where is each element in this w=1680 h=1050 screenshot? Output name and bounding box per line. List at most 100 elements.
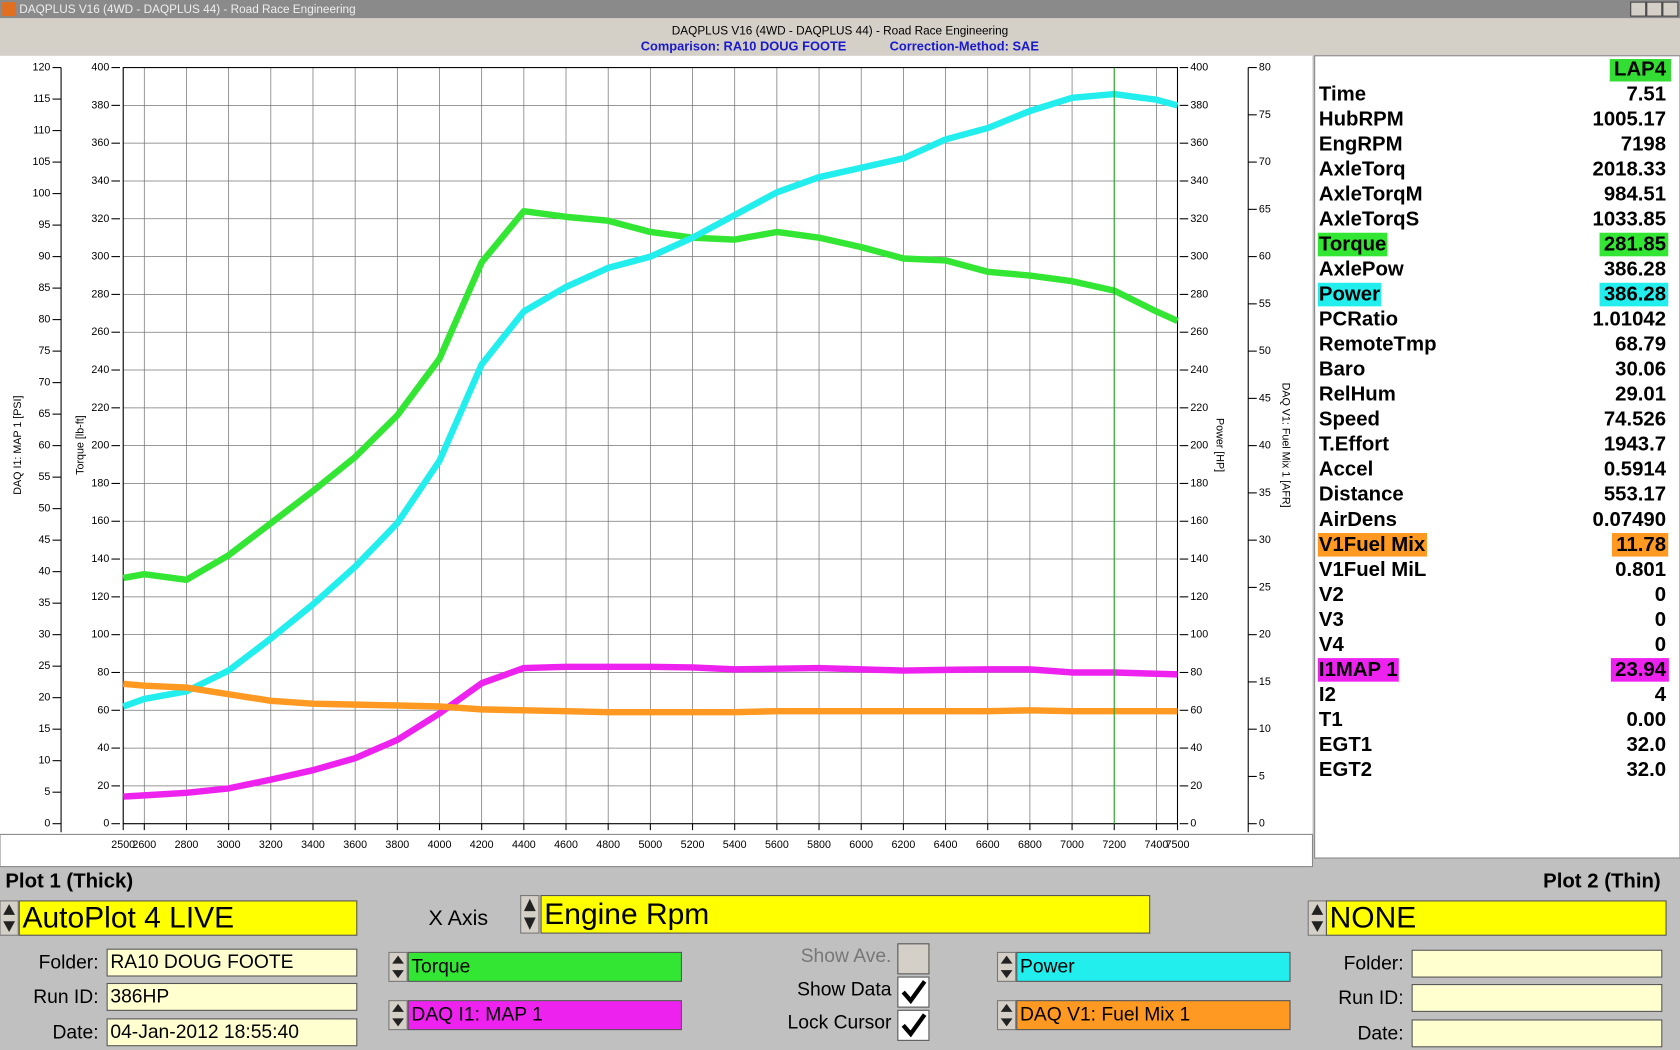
spinner[interactable] — [0, 900, 19, 936]
y-tick-label: 5 — [1259, 770, 1265, 782]
y-tick-label: 45 — [1259, 392, 1271, 404]
readout-header: LAP4 — [1614, 59, 1667, 81]
y-tick-label: 65 — [1259, 203, 1271, 215]
readout-value: 0 — [1655, 584, 1666, 606]
y-tick-label: 20 — [1190, 780, 1202, 792]
y-tick-label: 55 — [38, 471, 50, 483]
spinner[interactable] — [388, 951, 408, 982]
readout-name: AirDens — [1319, 509, 1397, 531]
plot2-runid-label: Run ID: — [1338, 988, 1403, 1009]
y-tick-label: 20 — [1259, 629, 1271, 641]
series-select[interactable] — [1016, 951, 1291, 982]
spinner-up[interactable] — [3, 904, 15, 915]
chart-background — [0, 55, 1313, 867]
axis-label: Torque [lb-ft] — [74, 415, 86, 475]
plot2-date-label: Date: — [1358, 1023, 1404, 1044]
readout-name: T.Effort — [1319, 434, 1389, 456]
x-tick-label: 6600 — [976, 839, 1000, 851]
spinner-up[interactable] — [1000, 1003, 1013, 1012]
readout-name: EngRPM — [1319, 133, 1403, 155]
x-tick-label: 3400 — [301, 839, 325, 851]
spinner-down[interactable] — [1311, 921, 1324, 933]
readout-name: Time — [1319, 83, 1366, 105]
spinner-down[interactable] — [3, 921, 15, 933]
spinner-up[interactable] — [1000, 955, 1013, 964]
y-tick-label: 280 — [91, 288, 109, 300]
plot1-folder-label: Folder: — [39, 953, 99, 974]
spinner-down[interactable] — [1000, 970, 1013, 979]
spinner[interactable] — [996, 951, 1017, 982]
y-tick-label: 75 — [38, 345, 50, 357]
spinner-down[interactable] — [392, 1018, 404, 1027]
plot1-runid-text: 386HP — [110, 986, 169, 1007]
readout-value: 68.79 — [1615, 334, 1666, 356]
readout-name: Speed — [1319, 409, 1380, 431]
readout-value: 74.526 — [1604, 409, 1666, 431]
y-tick-label: 260 — [1190, 326, 1208, 338]
spinner-up[interactable] — [392, 955, 404, 964]
readout-name: Torque — [1319, 234, 1386, 256]
readout-value: 281.85 — [1604, 234, 1666, 256]
series-select[interactable] — [407, 1000, 682, 1031]
y-tick-label: 0 — [1259, 818, 1265, 830]
y-tick-label: 60 — [1190, 704, 1202, 716]
y-tick-label: 35 — [38, 597, 50, 609]
window-button[interactable] — [1662, 1, 1679, 17]
series-select[interactable] — [1016, 1000, 1291, 1031]
option-label: Show Data — [797, 979, 892, 1000]
readout-name: HubRPM — [1319, 108, 1404, 130]
spinner-up[interactable] — [523, 898, 536, 912]
readout-value: 553.17 — [1604, 484, 1666, 506]
readout-highlight — [1317, 232, 1388, 257]
y-tick-label: 50 — [1259, 345, 1271, 357]
readout-name: EGT1 — [1319, 734, 1372, 756]
spinner-up[interactable] — [392, 1003, 404, 1012]
x-tick-label: 7500 — [1166, 839, 1190, 851]
spinner[interactable] — [520, 895, 540, 934]
x-tick-label: 5000 — [638, 839, 662, 851]
window-button[interactable] — [1646, 1, 1663, 17]
window-title: DAQPLUS V16 (4WD - DAQPLUS 44) - Road Ra… — [19, 3, 355, 16]
readout-name: AxleTorq — [1319, 158, 1406, 180]
series-line — [122, 207, 1179, 584]
spinner-down[interactable] — [523, 917, 536, 930]
y-tick-label: 120 — [33, 62, 51, 74]
xaxis-select-text: Engine Rpm — [544, 898, 709, 931]
y-tick-label: 340 — [91, 175, 109, 187]
readout-highlight — [1599, 282, 1669, 307]
readout-panel — [1314, 55, 1680, 859]
xaxis-select[interactable] — [540, 895, 1151, 934]
checkbox[interactable] — [897, 943, 930, 975]
y-tick-label: 50 — [38, 503, 50, 515]
x-tick-label: 5200 — [681, 839, 705, 851]
readout-highlight — [1599, 232, 1669, 257]
y-tick-label: 80 — [97, 666, 109, 678]
y-tick-label: 20 — [38, 692, 50, 704]
spinner-down[interactable] — [392, 970, 404, 979]
plot2-source[interactable] — [1325, 900, 1667, 936]
chart-title: DAQPLUS V16 (4WD - DAQPLUS 44) - Road Ra… — [672, 25, 1008, 38]
window-button[interactable] — [1630, 1, 1647, 17]
series-line — [122, 680, 1178, 716]
spinner-down[interactable] — [1000, 1018, 1013, 1027]
y-tick-label: 380 — [1190, 99, 1208, 111]
readout-value: 4 — [1655, 684, 1667, 706]
y-tick-label: 5 — [44, 786, 50, 798]
x-tick-label: 3600 — [343, 839, 367, 851]
readout-value: 0.00 — [1626, 709, 1666, 731]
x-tick-label: 7000 — [1060, 839, 1084, 851]
readout-value: 0 — [1655, 609, 1666, 631]
spinner[interactable] — [388, 1000, 408, 1031]
plot1-date-label: Date: — [53, 1022, 99, 1043]
series-select[interactable] — [407, 951, 682, 982]
spinner-up[interactable] — [1311, 904, 1324, 915]
y-tick-label: 15 — [1259, 676, 1271, 688]
chart-subtitle: Comparison: RA10 DOUG FOOTE — [641, 39, 847, 54]
y-tick-label: 0 — [103, 818, 109, 830]
plot1-source[interactable] — [18, 900, 358, 936]
y-tick-label: 95 — [38, 219, 50, 231]
spinner[interactable] — [996, 1000, 1017, 1031]
y-tick-label: 120 — [1190, 591, 1208, 603]
readout-name: Distance — [1319, 484, 1404, 506]
